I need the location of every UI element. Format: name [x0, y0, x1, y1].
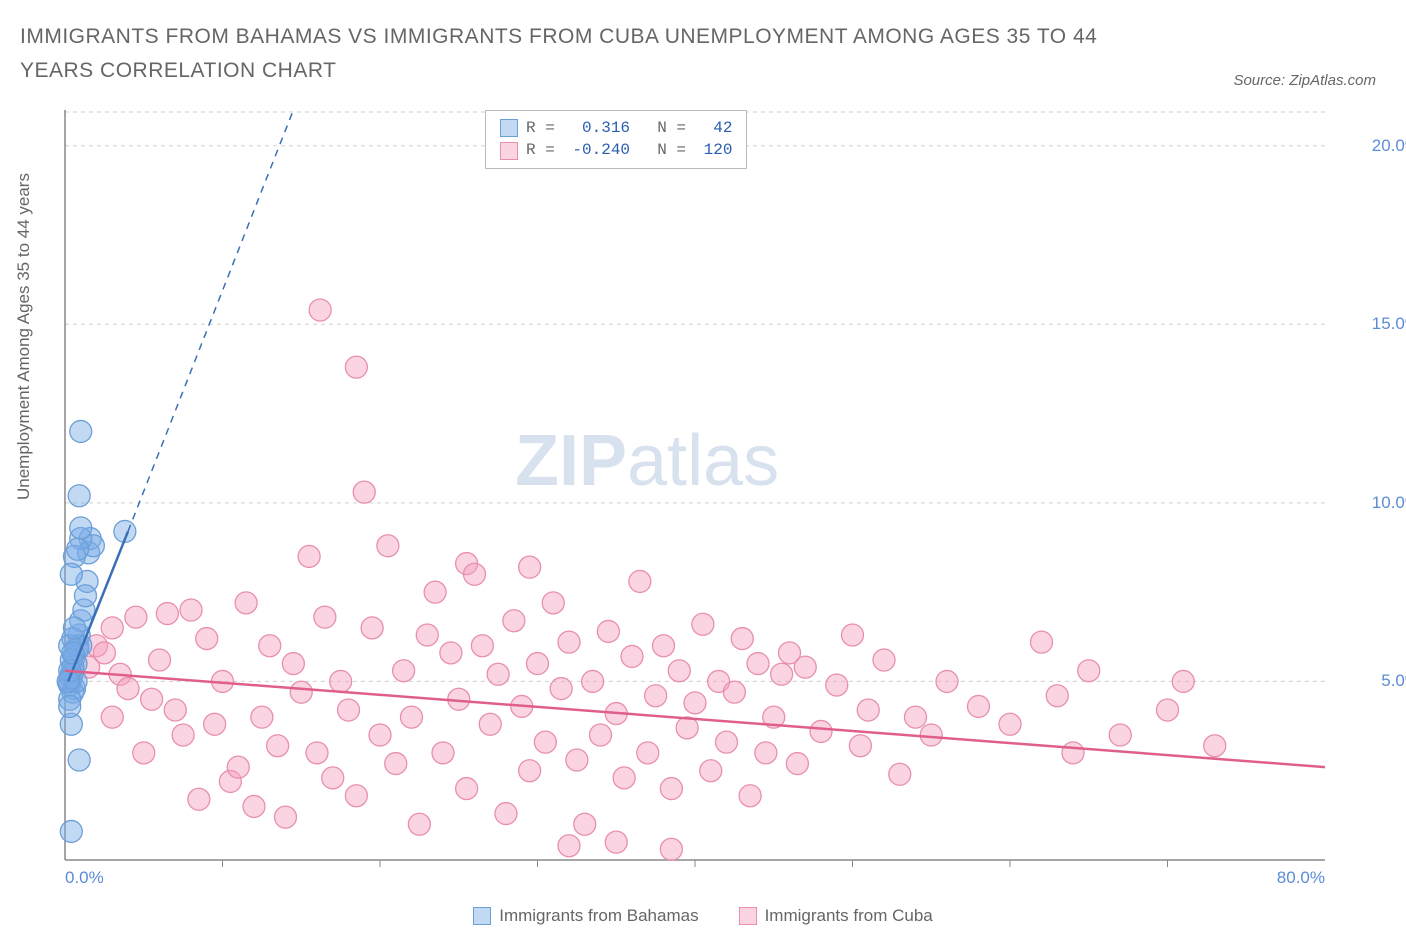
bottom-legend: Immigrants from Bahamas Immigrants from …	[0, 906, 1406, 926]
stats-a-n-value: 42	[704, 117, 733, 139]
stats-row-b: R = -0.240 N = 120	[500, 139, 732, 161]
chart-title: IMMIGRANTS FROM BAHAMAS VS IMMIGRANTS FR…	[20, 20, 1115, 87]
series-b-points	[78, 299, 1226, 860]
stats-row-a: R = 0.316 N = 42	[500, 117, 732, 139]
x-tick-label: 0.0%	[65, 868, 104, 888]
stats-b-n-value: 120	[704, 139, 733, 161]
swatch-b-icon	[739, 907, 757, 925]
plot-area: 5.0%10.0%15.0%20.0% 0.0%80.0% R = 0.316 …	[55, 110, 1375, 890]
source-attribution: Source: ZipAtlas.com	[1233, 72, 1376, 89]
legend-item-a: Immigrants from Bahamas	[473, 906, 698, 926]
stats-n-label: N =	[638, 139, 696, 161]
y-tick-label: 10.0%	[1372, 493, 1406, 513]
y-tick-label: 15.0%	[1372, 314, 1406, 334]
x-tick-label: 80.0%	[1277, 868, 1325, 888]
y-tick-label: 20.0%	[1372, 136, 1406, 156]
stats-n-label: N =	[638, 117, 696, 139]
series-a-points	[57, 420, 136, 842]
trend-lines	[65, 110, 1325, 767]
y-axis-label: Unemployment Among Ages 35 to 44 years	[14, 173, 34, 500]
legend-a-label: Immigrants from Bahamas	[499, 906, 698, 926]
stats-b-r-value: -0.240	[572, 139, 630, 161]
swatch-b-icon	[500, 142, 518, 160]
swatch-a-icon	[500, 119, 518, 137]
stats-r-label: R =	[526, 117, 564, 139]
stats-r-label: R =	[526, 139, 564, 161]
legend-item-b: Immigrants from Cuba	[739, 906, 933, 926]
y-tick-label: 5.0%	[1381, 671, 1406, 691]
swatch-a-icon	[473, 907, 491, 925]
stats-a-r-value: 0.316	[572, 117, 630, 139]
stats-legend-box: R = 0.316 N = 42 R = -0.240 N = 120	[485, 110, 747, 169]
scatter-chart	[55, 110, 1375, 890]
legend-b-label: Immigrants from Cuba	[765, 906, 933, 926]
